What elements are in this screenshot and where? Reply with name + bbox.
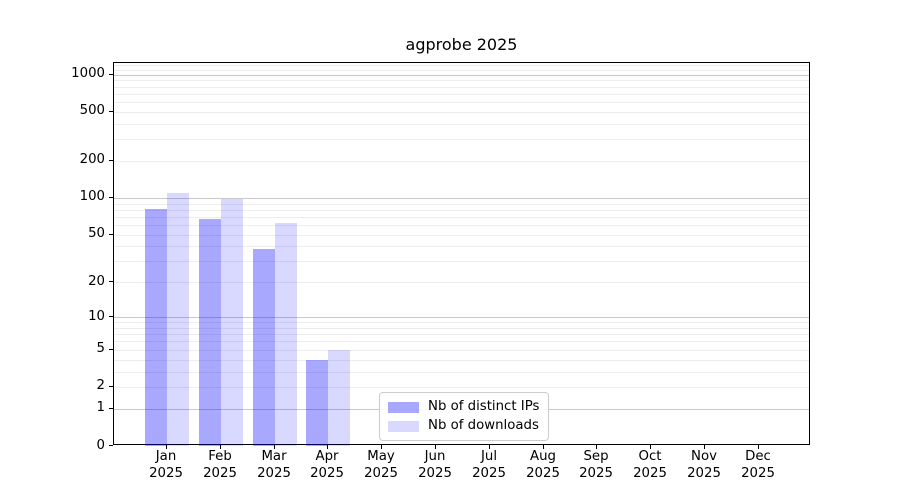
bar-nb-of-distinct-ips-apr bbox=[306, 359, 328, 446]
gridline-minor bbox=[114, 235, 809, 236]
legend-item: Nb of downloads bbox=[388, 418, 539, 434]
gridline-major bbox=[114, 198, 809, 199]
x-tick bbox=[489, 445, 490, 449]
y-tick bbox=[109, 234, 113, 235]
x-tick bbox=[274, 445, 275, 449]
legend-label: Nb of distinct IPs bbox=[428, 399, 540, 414]
gridline-minor bbox=[114, 65, 809, 66]
y-tick-label: 1000 bbox=[71, 66, 105, 81]
y-tick bbox=[109, 111, 113, 112]
x-tick-label: May 2025 bbox=[364, 449, 398, 481]
x-tick-label: Mar 2025 bbox=[257, 449, 291, 481]
bar-nb-of-distinct-ips-mar bbox=[253, 249, 275, 446]
y-tick-label: 0 bbox=[96, 438, 105, 453]
x-tick bbox=[596, 445, 597, 449]
y-tick bbox=[109, 316, 113, 317]
y-tick bbox=[109, 281, 113, 282]
bar-nb-of-downloads-jan bbox=[167, 192, 189, 446]
gridline-minor bbox=[114, 350, 809, 351]
gridline-minor bbox=[114, 372, 809, 373]
y-tick-label: 1 bbox=[96, 400, 105, 415]
legend: Nb of distinct IPs Nb of downloads bbox=[379, 392, 550, 441]
x-tick-label: Aug 2025 bbox=[526, 449, 560, 481]
gridline-major bbox=[114, 317, 809, 318]
x-tick-label: Apr 2025 bbox=[310, 449, 344, 481]
x-tick-label: Jul 2025 bbox=[472, 449, 506, 481]
y-tick-label: 2 bbox=[96, 378, 105, 393]
y-tick-label: 500 bbox=[79, 103, 105, 118]
y-tick-label: 5 bbox=[96, 341, 105, 356]
x-tick-label: Nov 2025 bbox=[687, 449, 721, 481]
y-tick bbox=[109, 408, 113, 409]
gridline-minor bbox=[114, 204, 809, 205]
gridline-minor bbox=[114, 139, 809, 140]
legend-swatch bbox=[388, 420, 419, 432]
x-tick bbox=[166, 445, 167, 449]
y-tick bbox=[109, 386, 113, 387]
gridline-minor bbox=[114, 261, 809, 262]
x-tick-label: Jun 2025 bbox=[418, 449, 452, 481]
x-tick bbox=[327, 445, 328, 449]
gridline-minor bbox=[114, 94, 809, 95]
x-tick bbox=[435, 445, 436, 449]
chart-title: agprobe 2025 bbox=[405, 35, 518, 54]
plot-area: Nb of distinct IPs Nb of downloads bbox=[113, 62, 810, 446]
gridline-minor bbox=[114, 112, 809, 113]
y-tick-label: 20 bbox=[88, 274, 105, 289]
y-tick bbox=[109, 74, 113, 75]
x-tick bbox=[704, 445, 705, 449]
x-tick bbox=[381, 445, 382, 449]
bar-nb-of-downloads-mar bbox=[275, 223, 297, 446]
x-tick-label: Feb 2025 bbox=[203, 449, 237, 481]
gridline-minor bbox=[114, 341, 809, 342]
bar-nb-of-downloads-apr bbox=[328, 349, 350, 446]
x-tick bbox=[543, 445, 544, 449]
x-tick-label: Sep 2025 bbox=[579, 449, 613, 481]
gridline-minor bbox=[114, 70, 809, 71]
gridline-minor bbox=[114, 282, 809, 283]
gridline-minor bbox=[114, 124, 809, 125]
x-tick-label: Oct 2025 bbox=[633, 449, 667, 481]
gridline-minor bbox=[114, 334, 809, 335]
x-tick bbox=[758, 445, 759, 449]
y-tick bbox=[109, 160, 113, 161]
y-tick-label: 50 bbox=[88, 226, 105, 241]
x-tick-label: Dec 2025 bbox=[741, 449, 775, 481]
legend-label: Nb of downloads bbox=[428, 418, 539, 433]
gridline-minor bbox=[114, 225, 809, 226]
y-tick bbox=[109, 445, 113, 446]
gridline-minor bbox=[114, 87, 809, 88]
legend-swatch bbox=[388, 401, 419, 413]
gridline-major bbox=[114, 75, 809, 76]
bar-nb-of-downloads-feb bbox=[221, 198, 243, 446]
gridline-minor bbox=[114, 210, 809, 211]
gridline-minor bbox=[114, 322, 809, 323]
gridline-minor bbox=[114, 217, 809, 218]
bar-nb-of-distinct-ips-feb bbox=[199, 219, 221, 446]
gridline-minor bbox=[114, 80, 809, 81]
gridline-minor bbox=[114, 161, 809, 162]
y-tick bbox=[109, 349, 113, 350]
legend-item: Nb of distinct IPs bbox=[388, 399, 539, 415]
gridline-minor bbox=[114, 360, 809, 361]
y-tick-label: 100 bbox=[79, 189, 105, 204]
gridline-minor bbox=[114, 328, 809, 329]
y-tick-label: 200 bbox=[79, 152, 105, 167]
y-tick bbox=[109, 197, 113, 198]
x-tick bbox=[220, 445, 221, 449]
x-tick-label: Jan 2025 bbox=[149, 449, 183, 481]
gridline-minor bbox=[114, 102, 809, 103]
bar-nb-of-distinct-ips-jan bbox=[145, 209, 167, 446]
y-tick-label: 10 bbox=[88, 309, 105, 324]
gridline-minor bbox=[114, 387, 809, 388]
gridline-minor bbox=[114, 246, 809, 247]
x-tick bbox=[650, 445, 651, 449]
